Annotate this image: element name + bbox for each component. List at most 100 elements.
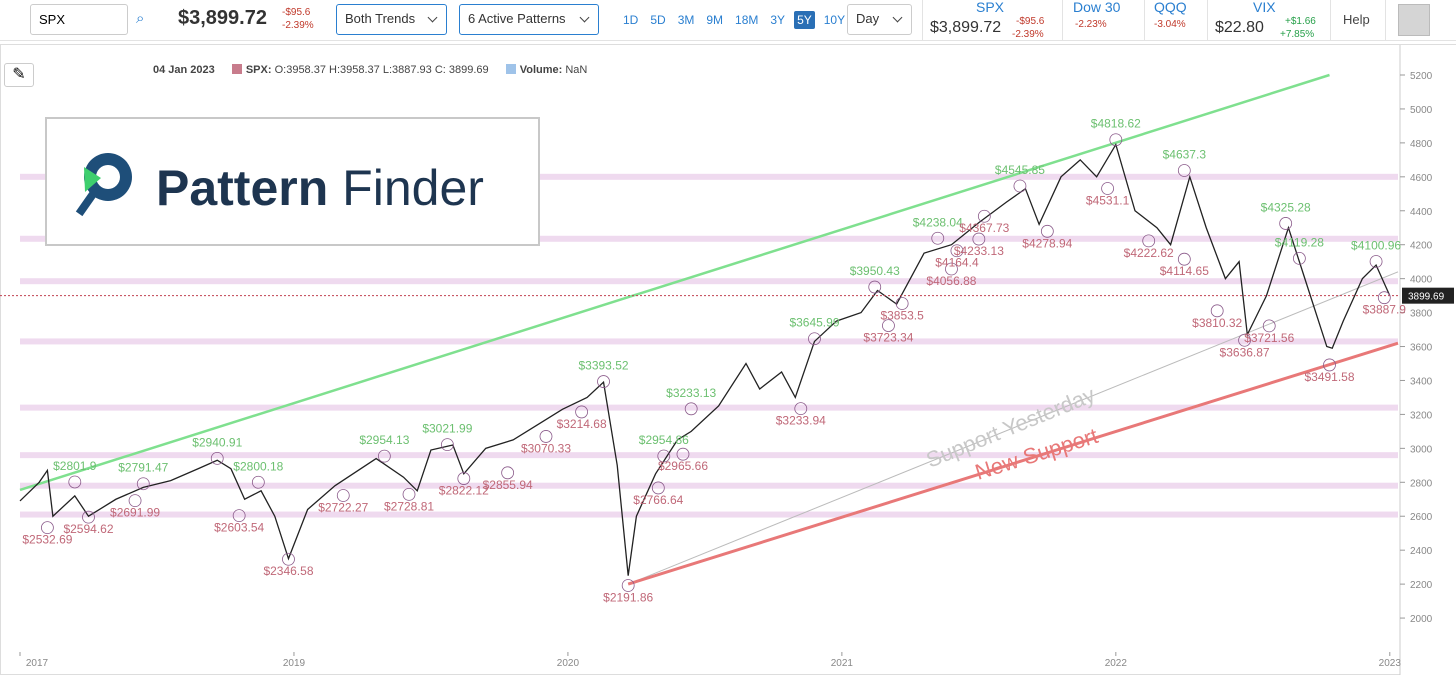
y-tick-label: 2000 bbox=[1410, 614, 1433, 625]
pattern-point bbox=[1323, 358, 1336, 372]
pattern-point bbox=[794, 402, 808, 416]
pattern-point bbox=[1238, 333, 1251, 347]
low-label: $3233.94 bbox=[776, 414, 826, 428]
index-price: $3,899.72 bbox=[930, 19, 1002, 36]
pattern-point bbox=[1279, 217, 1293, 230]
divider bbox=[922, 0, 923, 40]
high-label: $3021.99 bbox=[422, 422, 472, 436]
pattern-point bbox=[868, 280, 882, 294]
pattern-point bbox=[282, 552, 295, 566]
pattern-point bbox=[1109, 133, 1123, 147]
low-label: $3070.33 bbox=[521, 441, 571, 455]
logo-bold: Pattern bbox=[156, 160, 328, 216]
legend-volume: NaN bbox=[565, 64, 588, 76]
price: $3,899.72 bbox=[178, 7, 267, 29]
divider bbox=[1062, 0, 1063, 40]
index-change: +$1.66 bbox=[1285, 16, 1316, 27]
high-label: $2801.9 bbox=[53, 459, 97, 473]
legend-date: 04 Jan 2023 bbox=[153, 64, 215, 76]
low-label: $4278.94 bbox=[1022, 236, 1072, 250]
draw-button[interactable]: ✎ bbox=[4, 63, 34, 87]
toolbar: SPX ⌕ $3,899.72 -$95.6 -2.39% Both Trend… bbox=[0, 0, 1456, 41]
legend: 04 Jan 2023 SPX: O:3958.37 H:3958.37 L:3… bbox=[153, 64, 587, 76]
high-label: $2954.86 bbox=[639, 433, 689, 447]
range-button[interactable]: 9M bbox=[706, 13, 724, 27]
pattern-point bbox=[539, 430, 553, 443]
x-tick-label: 2023 bbox=[1379, 658, 1402, 669]
y-tick-label: 2600 bbox=[1410, 512, 1433, 523]
low-label: $2728.81 bbox=[384, 499, 434, 513]
pattern-point bbox=[336, 489, 350, 502]
pattern-point bbox=[1142, 234, 1156, 248]
help-link[interactable]: Help bbox=[1343, 12, 1370, 27]
y-tick-label: 3400 bbox=[1410, 376, 1433, 387]
index-name[interactable]: SPX bbox=[976, 0, 1005, 15]
range-button[interactable]: 5D bbox=[650, 13, 666, 27]
y-tick-label: 2800 bbox=[1410, 478, 1433, 489]
pattern-point bbox=[457, 472, 471, 485]
pattern-point bbox=[251, 475, 265, 489]
y-tick-label: 4400 bbox=[1410, 207, 1433, 218]
patterns-select[interactable]: 6 Active Patterns bbox=[459, 4, 599, 35]
high-label: $2940.91 bbox=[192, 435, 242, 449]
y-tick-label: 3600 bbox=[1410, 343, 1433, 354]
low-label: $4233.13 bbox=[954, 244, 1004, 258]
low-label: $4531.1 bbox=[1086, 194, 1130, 208]
high-label: $2791.47 bbox=[118, 461, 168, 475]
low-label: $2822.12 bbox=[439, 484, 489, 498]
pattern-point bbox=[882, 319, 895, 332]
pattern-point bbox=[1177, 164, 1191, 177]
pattern-point bbox=[575, 405, 589, 419]
x-tick-label: 2022 bbox=[1105, 658, 1128, 669]
low-label: $3723.34 bbox=[863, 331, 913, 345]
range-button[interactable]: 1D bbox=[623, 13, 639, 27]
high-label: $4325.28 bbox=[1261, 200, 1311, 214]
avatar[interactable] bbox=[1398, 4, 1430, 36]
trends-select[interactable]: Both Trends bbox=[336, 4, 447, 35]
pattern-point bbox=[136, 477, 150, 491]
index-name[interactable]: Dow 30 bbox=[1073, 0, 1121, 15]
logo-text: Pattern Finder bbox=[156, 160, 484, 216]
index-name[interactable]: VIX bbox=[1253, 0, 1276, 15]
pattern-point bbox=[1101, 182, 1115, 195]
y-tick-label: 4200 bbox=[1410, 241, 1433, 252]
interval-select[interactable]: Day bbox=[847, 4, 912, 35]
pattern-point bbox=[1262, 319, 1276, 333]
logo-light: Finder bbox=[342, 160, 484, 216]
legend-volume-label: Volume: bbox=[519, 64, 563, 76]
support-band bbox=[20, 511, 1398, 518]
low-label: $3721.56 bbox=[1244, 331, 1294, 345]
pattern-point bbox=[676, 447, 690, 461]
index-price: $22.80 bbox=[1215, 19, 1264, 36]
low-label: $3887.9 bbox=[1363, 303, 1407, 317]
index-name[interactable]: QQQ bbox=[1154, 0, 1187, 15]
index-pct: -2.39% bbox=[1012, 29, 1044, 40]
range-button[interactable]: 3M bbox=[677, 13, 695, 27]
pattern-point bbox=[621, 579, 635, 592]
y-tick-label: 2400 bbox=[1410, 546, 1433, 557]
search-icon[interactable]: ⌕ bbox=[136, 10, 145, 27]
pattern-point bbox=[232, 509, 246, 523]
legend-series: SPX: bbox=[245, 64, 272, 76]
low-label: $4222.62 bbox=[1124, 246, 1174, 260]
pattern-point bbox=[1177, 252, 1191, 266]
high-label: $4637.3 bbox=[1163, 147, 1207, 161]
support-band bbox=[20, 173, 1398, 180]
low-label: $3636.87 bbox=[1220, 345, 1270, 359]
index-change: -$95.6 bbox=[1016, 16, 1045, 27]
high-label: $4818.62 bbox=[1091, 117, 1141, 131]
high-label: $4238.04 bbox=[913, 215, 963, 229]
low-label: $2965.66 bbox=[658, 459, 708, 473]
range-button[interactable]: 10Y bbox=[823, 13, 846, 27]
range-button[interactable]: 5Y bbox=[794, 11, 815, 29]
legend-swatch bbox=[231, 64, 242, 74]
index-pct: -2.23% bbox=[1075, 19, 1107, 30]
change: -$95.6 bbox=[282, 7, 311, 18]
low-label: $2766.64 bbox=[633, 493, 683, 507]
symbol-input[interactable]: SPX bbox=[30, 4, 128, 35]
range-button[interactable]: 3Y bbox=[770, 13, 786, 27]
range-button[interactable]: 18M bbox=[735, 13, 759, 27]
high-label: $2800.18 bbox=[233, 459, 283, 473]
support-band bbox=[20, 278, 1398, 285]
low-label: $2532.69 bbox=[22, 533, 72, 547]
